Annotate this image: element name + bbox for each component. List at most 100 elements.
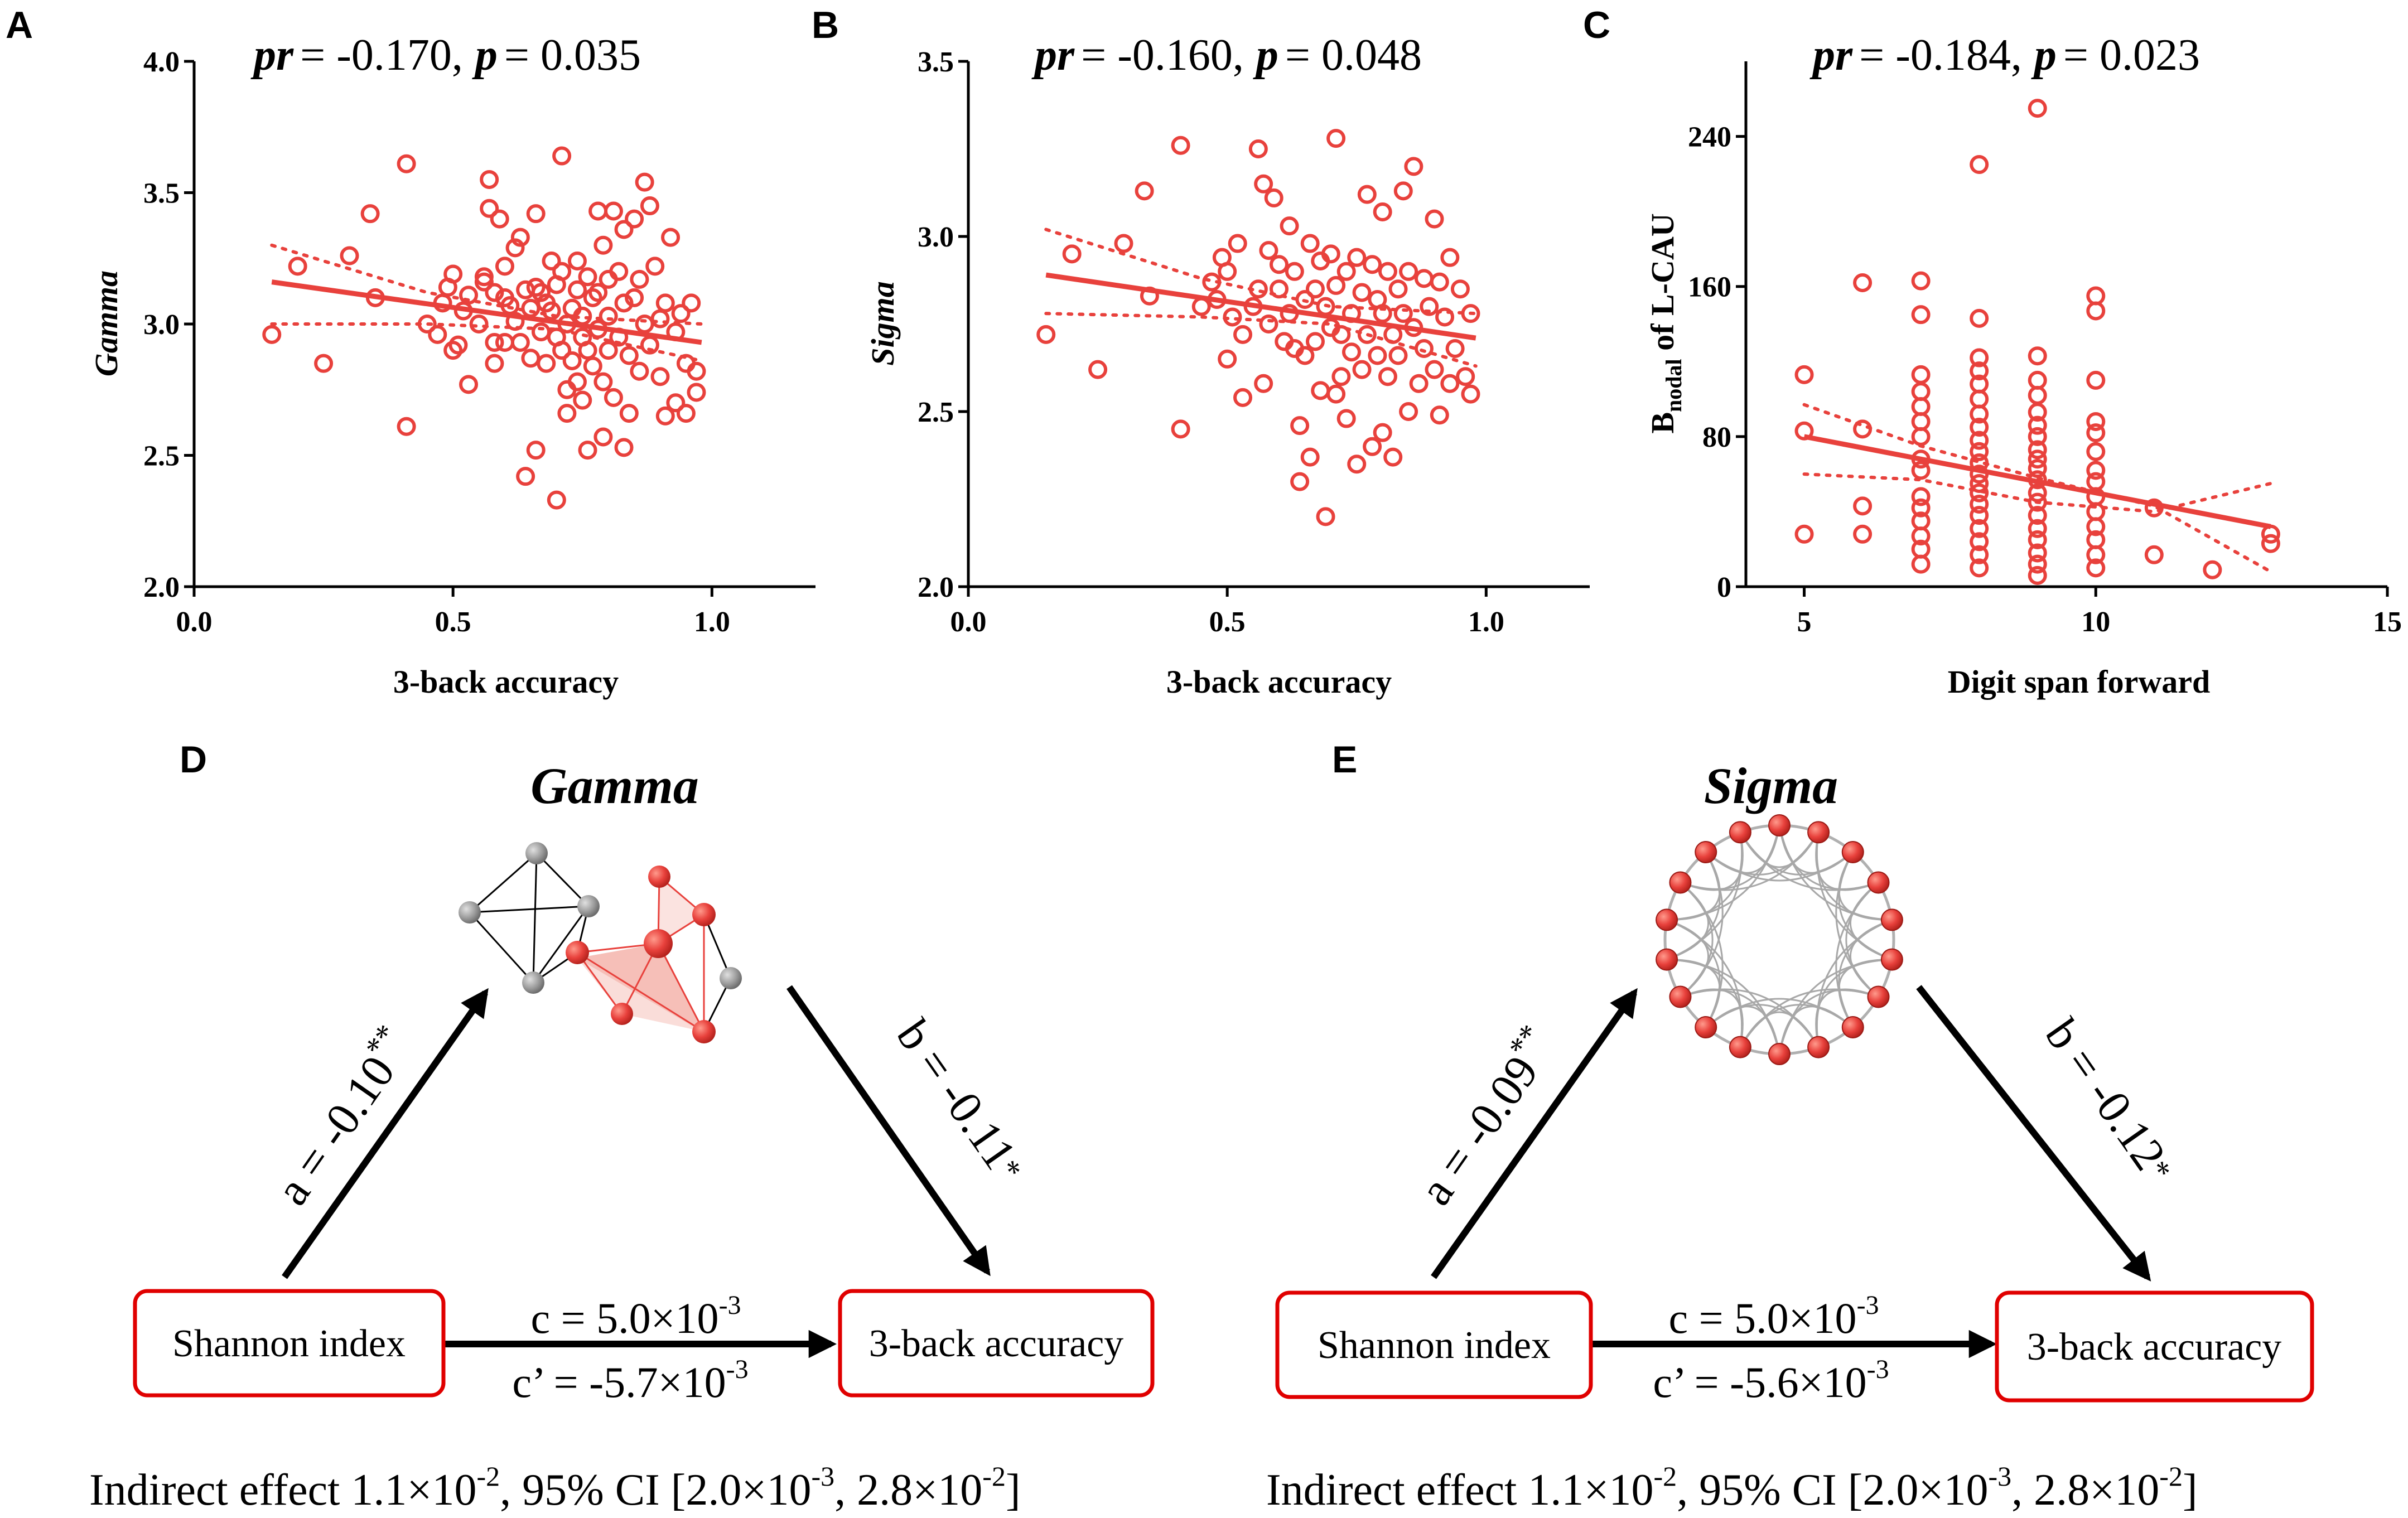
data-point-b bbox=[1461, 304, 1480, 323]
data-point-a bbox=[459, 286, 479, 305]
panel-c: C pr = -0.184, p = 0.023 5 10 15 0 80 160 240 Dig… bbox=[1583, 4, 2402, 700]
path-a-arrow-d bbox=[282, 988, 489, 1279]
data-point-a bbox=[578, 267, 597, 287]
panel-a: A pr = -0.170, p = 0.035 0.0 0.5 1.0 2.0 2.5 3.0… bbox=[6, 4, 815, 700]
data-point-a bbox=[365, 288, 385, 307]
gamma-network-icon bbox=[459, 842, 742, 1043]
data-point-a bbox=[604, 388, 623, 407]
data-point-a bbox=[630, 269, 649, 289]
data-point-b bbox=[1440, 248, 1460, 267]
data-point-b bbox=[1331, 325, 1351, 344]
data-point-b bbox=[1430, 405, 1449, 425]
data-point-b bbox=[1191, 297, 1211, 316]
data-point-a bbox=[614, 293, 634, 313]
path-cprime-label-d: c’ = -5.7×10-3 bbox=[512, 1355, 748, 1406]
data-point-a bbox=[640, 335, 659, 355]
data-point-b bbox=[1399, 402, 1418, 421]
data-point-c bbox=[1911, 271, 1931, 291]
data-point-b bbox=[1450, 279, 1470, 299]
y-tick-label-a: 3.5 bbox=[143, 178, 180, 210]
data-point-c bbox=[1970, 506, 1989, 525]
data-point-b bbox=[1341, 342, 1361, 362]
data-point-a bbox=[593, 235, 613, 255]
plot-area-b: 0.0 0.5 1.0 2.0 2.5 3.0 3.5 bbox=[918, 46, 1590, 638]
data-point-c bbox=[1970, 465, 1989, 484]
data-point-b bbox=[1393, 181, 1413, 201]
data-point-c bbox=[2028, 385, 2047, 405]
data-point-a bbox=[650, 309, 670, 328]
indirect-effect-d: Indirect effect 1.1×10-2, 95% CI [2.0×10… bbox=[89, 1461, 1021, 1515]
data-point-c bbox=[1853, 524, 1873, 544]
stat-p-value-c: = 0.023 bbox=[2063, 31, 2200, 80]
data-point-c bbox=[2028, 99, 2047, 118]
data-point-b bbox=[1420, 297, 1439, 316]
data-point-a bbox=[443, 341, 463, 360]
data-point-a bbox=[687, 361, 706, 381]
data-point-c bbox=[1911, 382, 1931, 402]
data-point-c bbox=[1970, 431, 1989, 450]
data-point-a bbox=[625, 209, 644, 229]
x-axis-label-c: Digit span forward bbox=[1948, 664, 2210, 700]
data-point-c bbox=[1970, 389, 1989, 409]
data-point-c bbox=[2028, 506, 2047, 525]
data-point-c bbox=[1911, 554, 1931, 574]
x-tick-label-b: 1.0 bbox=[1468, 606, 1504, 638]
y-axis-label-c-main: B bbox=[1644, 412, 1681, 434]
data-point-a bbox=[469, 315, 489, 333]
x-axis-label-a: 3-back accuracy bbox=[393, 664, 619, 700]
data-point-b bbox=[1171, 419, 1190, 439]
data-point-a bbox=[588, 283, 608, 302]
y-tick-label-a: 4.0 bbox=[143, 46, 180, 78]
data-point-a bbox=[443, 264, 463, 284]
data-point-b bbox=[1357, 325, 1377, 344]
data-point-a bbox=[552, 341, 572, 360]
plot-area-c: 5 10 15 0 80 160 240 bbox=[1688, 61, 2402, 638]
data-point-b bbox=[1435, 307, 1455, 327]
data-point-c bbox=[1911, 427, 1931, 446]
mediator-title-gamma: Gamma bbox=[530, 757, 699, 814]
data-point-a bbox=[588, 320, 608, 339]
data-point-b bbox=[1414, 339, 1434, 358]
data-point-b bbox=[1409, 374, 1429, 393]
data-point-b bbox=[1388, 346, 1408, 365]
stat-annotation-c: pr = -0.184, p = 0.023 bbox=[1809, 31, 2200, 80]
data-point-a bbox=[288, 257, 307, 276]
y-axis-label-c: Bnodal of L-CAU bbox=[1644, 213, 1686, 433]
x-tick-label-c: 10 bbox=[2081, 606, 2110, 638]
data-point-c bbox=[2086, 558, 2106, 578]
data-point-a bbox=[619, 404, 639, 423]
data-point-c bbox=[2086, 517, 2106, 536]
data-point-b bbox=[1223, 307, 1242, 327]
box-3back-accuracy-e bbox=[1995, 1290, 2314, 1403]
data-point-b bbox=[1228, 234, 1247, 253]
data-point-a bbox=[314, 354, 334, 373]
data-point-a bbox=[542, 251, 561, 270]
data-point-b bbox=[1300, 447, 1320, 467]
y-tick-label-a: 2.0 bbox=[143, 572, 180, 603]
data-point-b bbox=[1088, 360, 1108, 379]
data-point-b bbox=[1233, 388, 1253, 407]
data-point-c bbox=[1970, 442, 1989, 461]
data-point-b bbox=[1425, 360, 1444, 379]
data-point-a bbox=[573, 390, 592, 410]
data-point-a bbox=[360, 204, 380, 224]
data-point-a bbox=[480, 170, 499, 189]
data-point-a bbox=[599, 306, 618, 326]
data-point-a bbox=[542, 301, 561, 321]
data-point-c bbox=[1794, 524, 1814, 544]
stat-pr-value-a: = -0.170, bbox=[300, 31, 463, 80]
data-point-a bbox=[453, 301, 473, 321]
data-point-c bbox=[2028, 530, 2047, 549]
plot-area-a: 0.0 0.5 1.0 2.0 2.5 3.0 3.5 4.0 bbox=[143, 46, 815, 638]
data-point-a bbox=[666, 393, 686, 413]
data-point-c bbox=[2028, 440, 2047, 460]
data-point-a bbox=[397, 417, 416, 436]
stat-pr-value-b: = -0.160, bbox=[1081, 31, 1244, 80]
data-point-b bbox=[1300, 234, 1320, 253]
data-point-c bbox=[1911, 461, 1931, 480]
data-point-a bbox=[433, 293, 452, 313]
data-point-b bbox=[1430, 272, 1449, 292]
y-tick-label-c: 240 bbox=[1688, 122, 1731, 153]
data-point-b bbox=[1218, 262, 1237, 281]
